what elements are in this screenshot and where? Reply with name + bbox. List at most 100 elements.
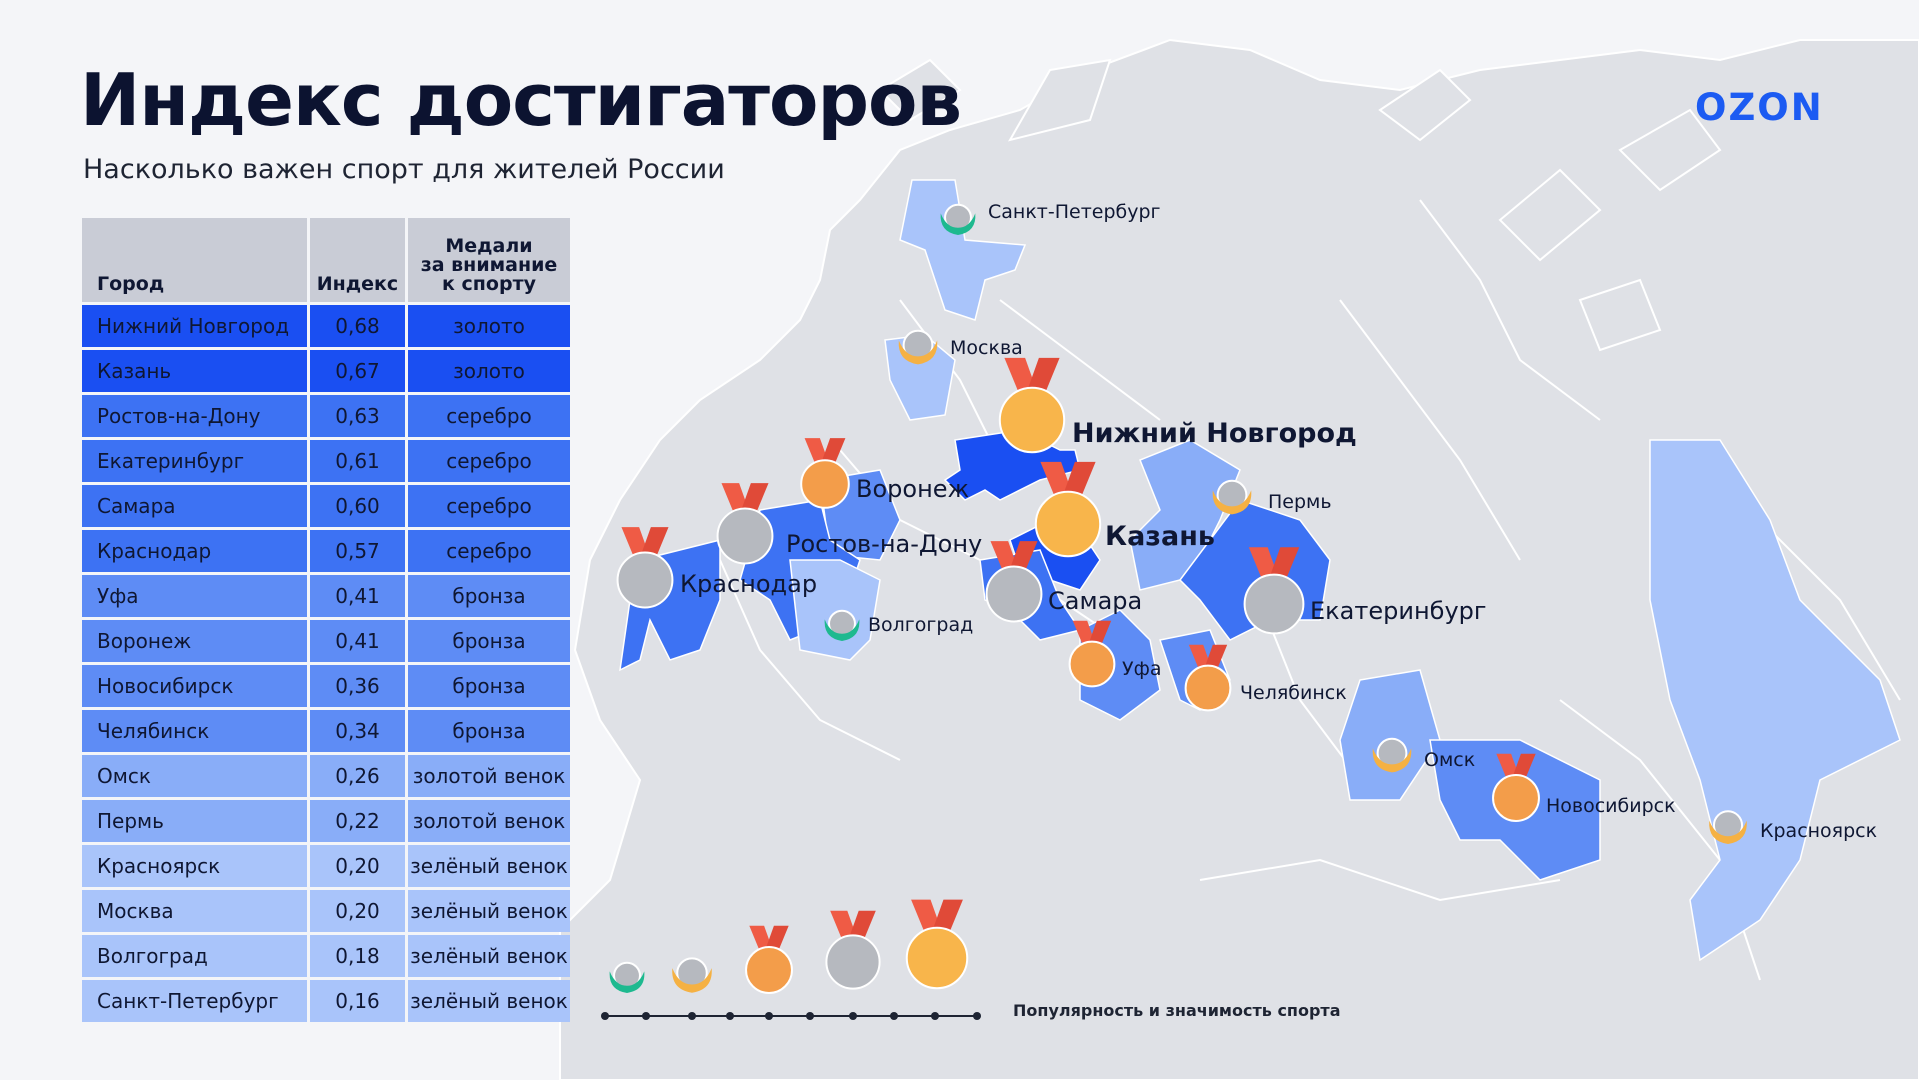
land-mass <box>1007 58 1112 142</box>
city-label: Краснодар <box>680 570 817 598</box>
medal-icon <box>825 934 881 990</box>
table-row: Омск 0,26 золотой венок <box>82 755 570 797</box>
city-label: Казань <box>1105 521 1215 552</box>
city-marker: Новосибирск <box>1492 753 1676 822</box>
city-label: Нижний Новгород <box>1072 418 1357 449</box>
region-border <box>899 299 1001 461</box>
row-city: Пермь <box>82 800 307 842</box>
legend-medal <box>672 957 712 993</box>
row-medal: зелёный венок <box>408 845 570 887</box>
legend-scale <box>601 899 981 1020</box>
row-index: 0,20 <box>310 890 405 932</box>
city-marker: Санкт-Петербург <box>940 201 1161 235</box>
row-city: Нижний Новгород <box>82 305 307 347</box>
region-border <box>1199 858 1561 902</box>
row-index: 0,36 <box>310 665 405 707</box>
table-row: Волгоград 0,18 зелёный венок <box>82 935 570 977</box>
legend-medal <box>905 899 969 990</box>
city-label: Челябинск <box>1240 682 1347 704</box>
row-index: 0,68 <box>310 305 405 347</box>
region-border <box>719 559 901 761</box>
medal-icon <box>1243 573 1305 635</box>
legend-tick <box>642 1012 650 1020</box>
row-city: Челябинск <box>82 710 307 752</box>
row-medal: бронза <box>408 665 570 707</box>
medal-icon <box>616 551 674 609</box>
row-medal: бронза <box>408 710 570 752</box>
wreath-icon <box>672 968 712 993</box>
city-marker: Воронеж <box>800 438 969 509</box>
medal-icon <box>1034 490 1102 558</box>
city-label: Омск <box>1424 749 1475 771</box>
medal-icon <box>800 459 850 509</box>
row-city: Уфа <box>82 575 307 617</box>
city-label: Екатеринбург <box>1310 597 1486 625</box>
city-label: Красноярск <box>1760 820 1877 842</box>
city-marker: Красноярск <box>1709 810 1877 845</box>
legend-tick <box>726 1012 734 1020</box>
ozon-logo: OZON <box>1695 86 1824 129</box>
city-label: Волгоград <box>868 614 973 636</box>
page-subtitle: Насколько важен спорт для жителей России <box>83 154 725 185</box>
row-index: 0,41 <box>310 575 405 617</box>
medal-icon <box>745 946 793 994</box>
row-city: Москва <box>82 890 307 932</box>
city-index-table: Город Индекс Медали за внимание к спорту… <box>79 215 573 1025</box>
land-mass <box>1618 108 1722 192</box>
row-city: Санкт-Петербург <box>82 980 307 1022</box>
row-index: 0,16 <box>310 980 405 1022</box>
wreath-icon <box>609 971 645 993</box>
table-row: Казань 0,67 золото <box>82 350 570 392</box>
row-city: Омск <box>82 755 307 797</box>
city-marker: Уфа <box>1068 620 1161 688</box>
legend-medal <box>609 961 645 993</box>
legend-tick <box>849 1012 857 1020</box>
city-label: Санкт-Петербург <box>988 201 1161 223</box>
legend-tick <box>765 1012 773 1020</box>
city-marker: Пермь <box>1212 479 1332 515</box>
legend-label: Популярность и значимость спорта <box>1013 1001 1341 1020</box>
table-row: Москва 0,20 зелёный венок <box>82 890 570 932</box>
row-medal: золотой венок <box>408 800 570 842</box>
legend-tick <box>601 1012 609 1020</box>
row-city: Воронеж <box>82 620 307 662</box>
legend-medal <box>825 910 881 990</box>
medal-icon <box>998 386 1066 454</box>
page-title: Индекс достигаторов <box>80 58 962 142</box>
region-border <box>1339 299 1521 561</box>
table-row: Екатеринбург 0,61 серебро <box>82 440 570 482</box>
city-label: Новосибирск <box>1546 795 1676 817</box>
row-index: 0,60 <box>310 485 405 527</box>
table-row: Красноярск 0,20 зелёный венок <box>82 845 570 887</box>
table-row: Самара 0,60 серебро <box>82 485 570 527</box>
table-row: Нижний Новгород 0,68 золото <box>82 305 570 347</box>
table-header-row: Город Индекс Медали за внимание к спорту <box>82 218 570 302</box>
wreath-icon <box>940 213 976 235</box>
row-index: 0,67 <box>310 350 405 392</box>
row-city: Краснодар <box>82 530 307 572</box>
region-shape <box>1339 669 1441 801</box>
row-city: Казань <box>82 350 307 392</box>
row-medal: серебро <box>408 530 570 572</box>
city-marker: Екатеринбург <box>1243 547 1486 635</box>
header-medals-line-2: за внимание <box>420 254 558 276</box>
legend-medal <box>745 925 793 994</box>
row-city: Самара <box>82 485 307 527</box>
table-row: Воронеж 0,41 бронза <box>82 620 570 662</box>
land-mass <box>1578 278 1662 352</box>
row-medal: серебро <box>408 485 570 527</box>
row-index: 0,20 <box>310 845 405 887</box>
row-medal: зелёный венок <box>408 980 570 1022</box>
wreath-icon <box>824 619 860 641</box>
medal-icon <box>1184 664 1232 712</box>
city-marker: Краснодар <box>616 527 817 609</box>
medal-icon <box>985 565 1043 623</box>
table-row: Краснодар 0,57 серебро <box>82 530 570 572</box>
wreath-icon <box>1372 748 1412 773</box>
table-row: Новосибирск 0,36 бронза <box>82 665 570 707</box>
row-city: Красноярск <box>82 845 307 887</box>
row-city: Екатеринбург <box>82 440 307 482</box>
land-mass <box>878 58 962 122</box>
row-medal: бронза <box>408 575 570 617</box>
wreath-icon <box>1212 490 1252 515</box>
